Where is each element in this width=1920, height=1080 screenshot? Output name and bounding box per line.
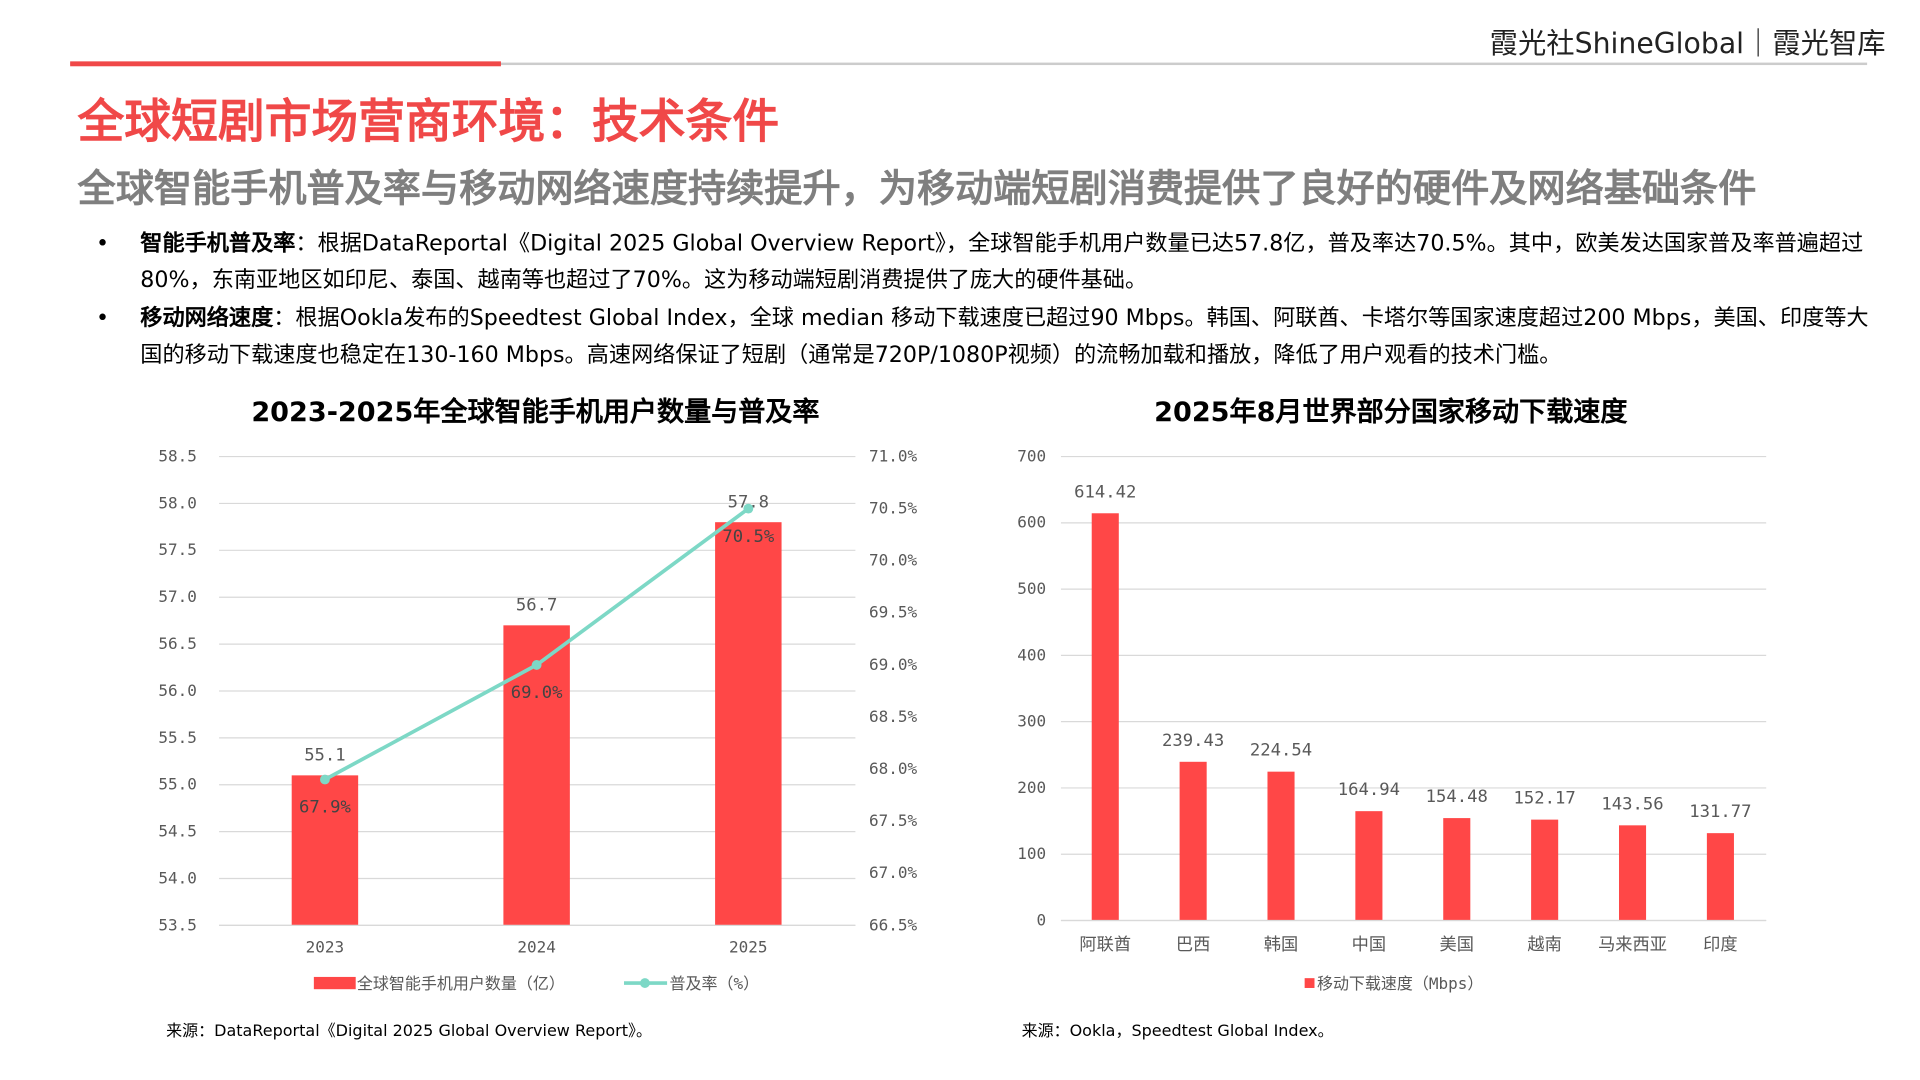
y-tick-label: 53.5 (158, 915, 197, 934)
y-tick-label: 200 (1017, 778, 1046, 797)
line-data-label: 70.5% (722, 527, 774, 547)
y2-tick-label: 70.0% (869, 551, 918, 570)
legend-bar-label: 移动下载速度（Mbps） (1317, 974, 1483, 993)
y2-tick-label: 67.5% (869, 811, 918, 830)
y-tick-label: 300 (1017, 712, 1046, 731)
y-tick-label: 55.0 (158, 775, 197, 794)
x-tick-label: 2023 (306, 937, 345, 956)
bullet-text: ：根据Ookla发布的Speedtest Global Index，全球 med… (140, 305, 1869, 369)
page-title: 全球短剧市场营商环境：技术条件 (77, 94, 780, 149)
y-tick-label: 57.5 (158, 540, 197, 559)
legend-bar-label: 全球智能手机用户数量（亿） (357, 974, 565, 993)
y-tick-label: 0 (1037, 910, 1047, 929)
bar (1443, 818, 1471, 921)
legend-line-label: 普及率（%） (670, 974, 760, 993)
x-tick-label: 2025 (729, 937, 768, 956)
bar-data-label: 131.77 (1689, 802, 1751, 822)
bar-data-label: 56.7 (516, 596, 557, 616)
y-tick-label: 600 (1017, 513, 1046, 532)
y-tick-label: 100 (1017, 844, 1046, 863)
x-tick-label: 2024 (517, 937, 556, 956)
bullet-dot: • (96, 305, 110, 332)
chart1-source: 来源：DataReportal《Digital 2025 Global Over… (166, 1022, 653, 1041)
bullet-smartphone: • 智能手机普及率：根据DataReportal《Digital 2025 Gl… (96, 226, 1875, 300)
chart2-title: 2025年8月世界部分国家移动下载速度 (1154, 397, 1628, 429)
y2-tick-label: 69.0% (869, 655, 918, 674)
y-tick-label: 58.5 (158, 446, 197, 465)
bullet-dot: • (96, 230, 110, 257)
y-tick-label: 57.0 (158, 587, 197, 606)
y-tick-label: 54.5 (158, 822, 197, 841)
bar (1267, 771, 1295, 921)
y-tick-label: 700 (1017, 446, 1046, 465)
bar (1706, 833, 1734, 921)
line-point (320, 774, 330, 785)
legend-bar-swatch (313, 976, 356, 990)
bullet-heading: 移动网络速度 (140, 305, 274, 332)
y-tick-label: 54.0 (158, 868, 197, 887)
bar (1618, 825, 1647, 921)
y2-tick-label: 67.0% (869, 863, 918, 882)
bullet-text: ：根据DataReportal《Digital 2025 Global Over… (140, 230, 1864, 294)
x-tick-label: 马来西亚 (1598, 935, 1667, 955)
y2-tick-label: 68.0% (869, 759, 918, 778)
x-tick-label: 美国 (1440, 935, 1474, 955)
bullet-heading: 智能手机普及率 (140, 230, 296, 257)
y-tick-label: 500 (1017, 579, 1046, 598)
y2-tick-label: 66.5% (869, 915, 918, 934)
bar-data-label: 57.8 (728, 492, 769, 512)
bar (1531, 819, 1559, 921)
y-tick-label: 58.0 (158, 493, 197, 512)
header-divider (70, 62, 1868, 66)
y-tick-label: 56.5 (158, 634, 197, 653)
chart2-source: 来源：Ookla，Speedtest Global Index。 (1021, 1022, 1334, 1041)
brand-logo: 霞光社ShineGlobal｜霞光智库 (1489, 28, 1886, 61)
x-tick-label: 中国 (1352, 935, 1386, 955)
line-data-label: 69.0% (511, 683, 563, 703)
line-point (743, 503, 754, 514)
y-tick-label: 55.5 (158, 728, 197, 747)
bar-data-label: 614.42 (1074, 482, 1136, 502)
x-tick-label: 印度 (1703, 935, 1737, 955)
header-accent-bar (70, 61, 501, 67)
y2-tick-label: 68.5% (869, 707, 918, 726)
bar (715, 522, 782, 926)
y-tick-label: 56.0 (158, 681, 197, 700)
line-data-label: 67.9% (299, 798, 351, 818)
bar (503, 625, 570, 926)
bar-data-label: 152.17 (1514, 789, 1576, 809)
legend-line-marker (640, 978, 650, 988)
bullet-network: • 移动网络速度：根据Ookla发布的Speedtest Global Inde… (96, 301, 1875, 375)
bar (1179, 761, 1207, 921)
y2-tick-label: 69.5% (869, 603, 918, 622)
bar-data-label: 154.48 (1426, 787, 1488, 807)
bar (291, 775, 359, 926)
x-tick-label: 巴西 (1176, 935, 1210, 955)
page-subtitle: 全球智能手机普及率与移动网络速度持续提升，为移动端短剧消费提供了良好的硬件及网络… (77, 166, 1757, 212)
chart1-title: 2023-2025年全球智能手机用户数量与普及率 (251, 397, 820, 429)
bar (1355, 811, 1383, 921)
bar-data-label: 143.56 (1601, 794, 1663, 814)
y2-tick-label: 71.0% (869, 446, 918, 465)
bar-data-label: 164.94 (1338, 780, 1400, 800)
bar-data-label: 224.54 (1250, 741, 1312, 761)
bar (1091, 513, 1119, 921)
bar-data-label: 55.1 (304, 746, 345, 766)
x-tick-label: 阿联酋 (1079, 935, 1131, 955)
line-point (531, 660, 542, 670)
x-tick-label: 越南 (1527, 935, 1561, 955)
y2-tick-label: 70.5% (869, 499, 918, 518)
y-tick-label: 400 (1017, 645, 1046, 664)
legend-bar-swatch (1304, 978, 1315, 988)
bar-data-label: 239.43 (1162, 731, 1224, 751)
x-tick-label: 韩国 (1264, 935, 1298, 955)
